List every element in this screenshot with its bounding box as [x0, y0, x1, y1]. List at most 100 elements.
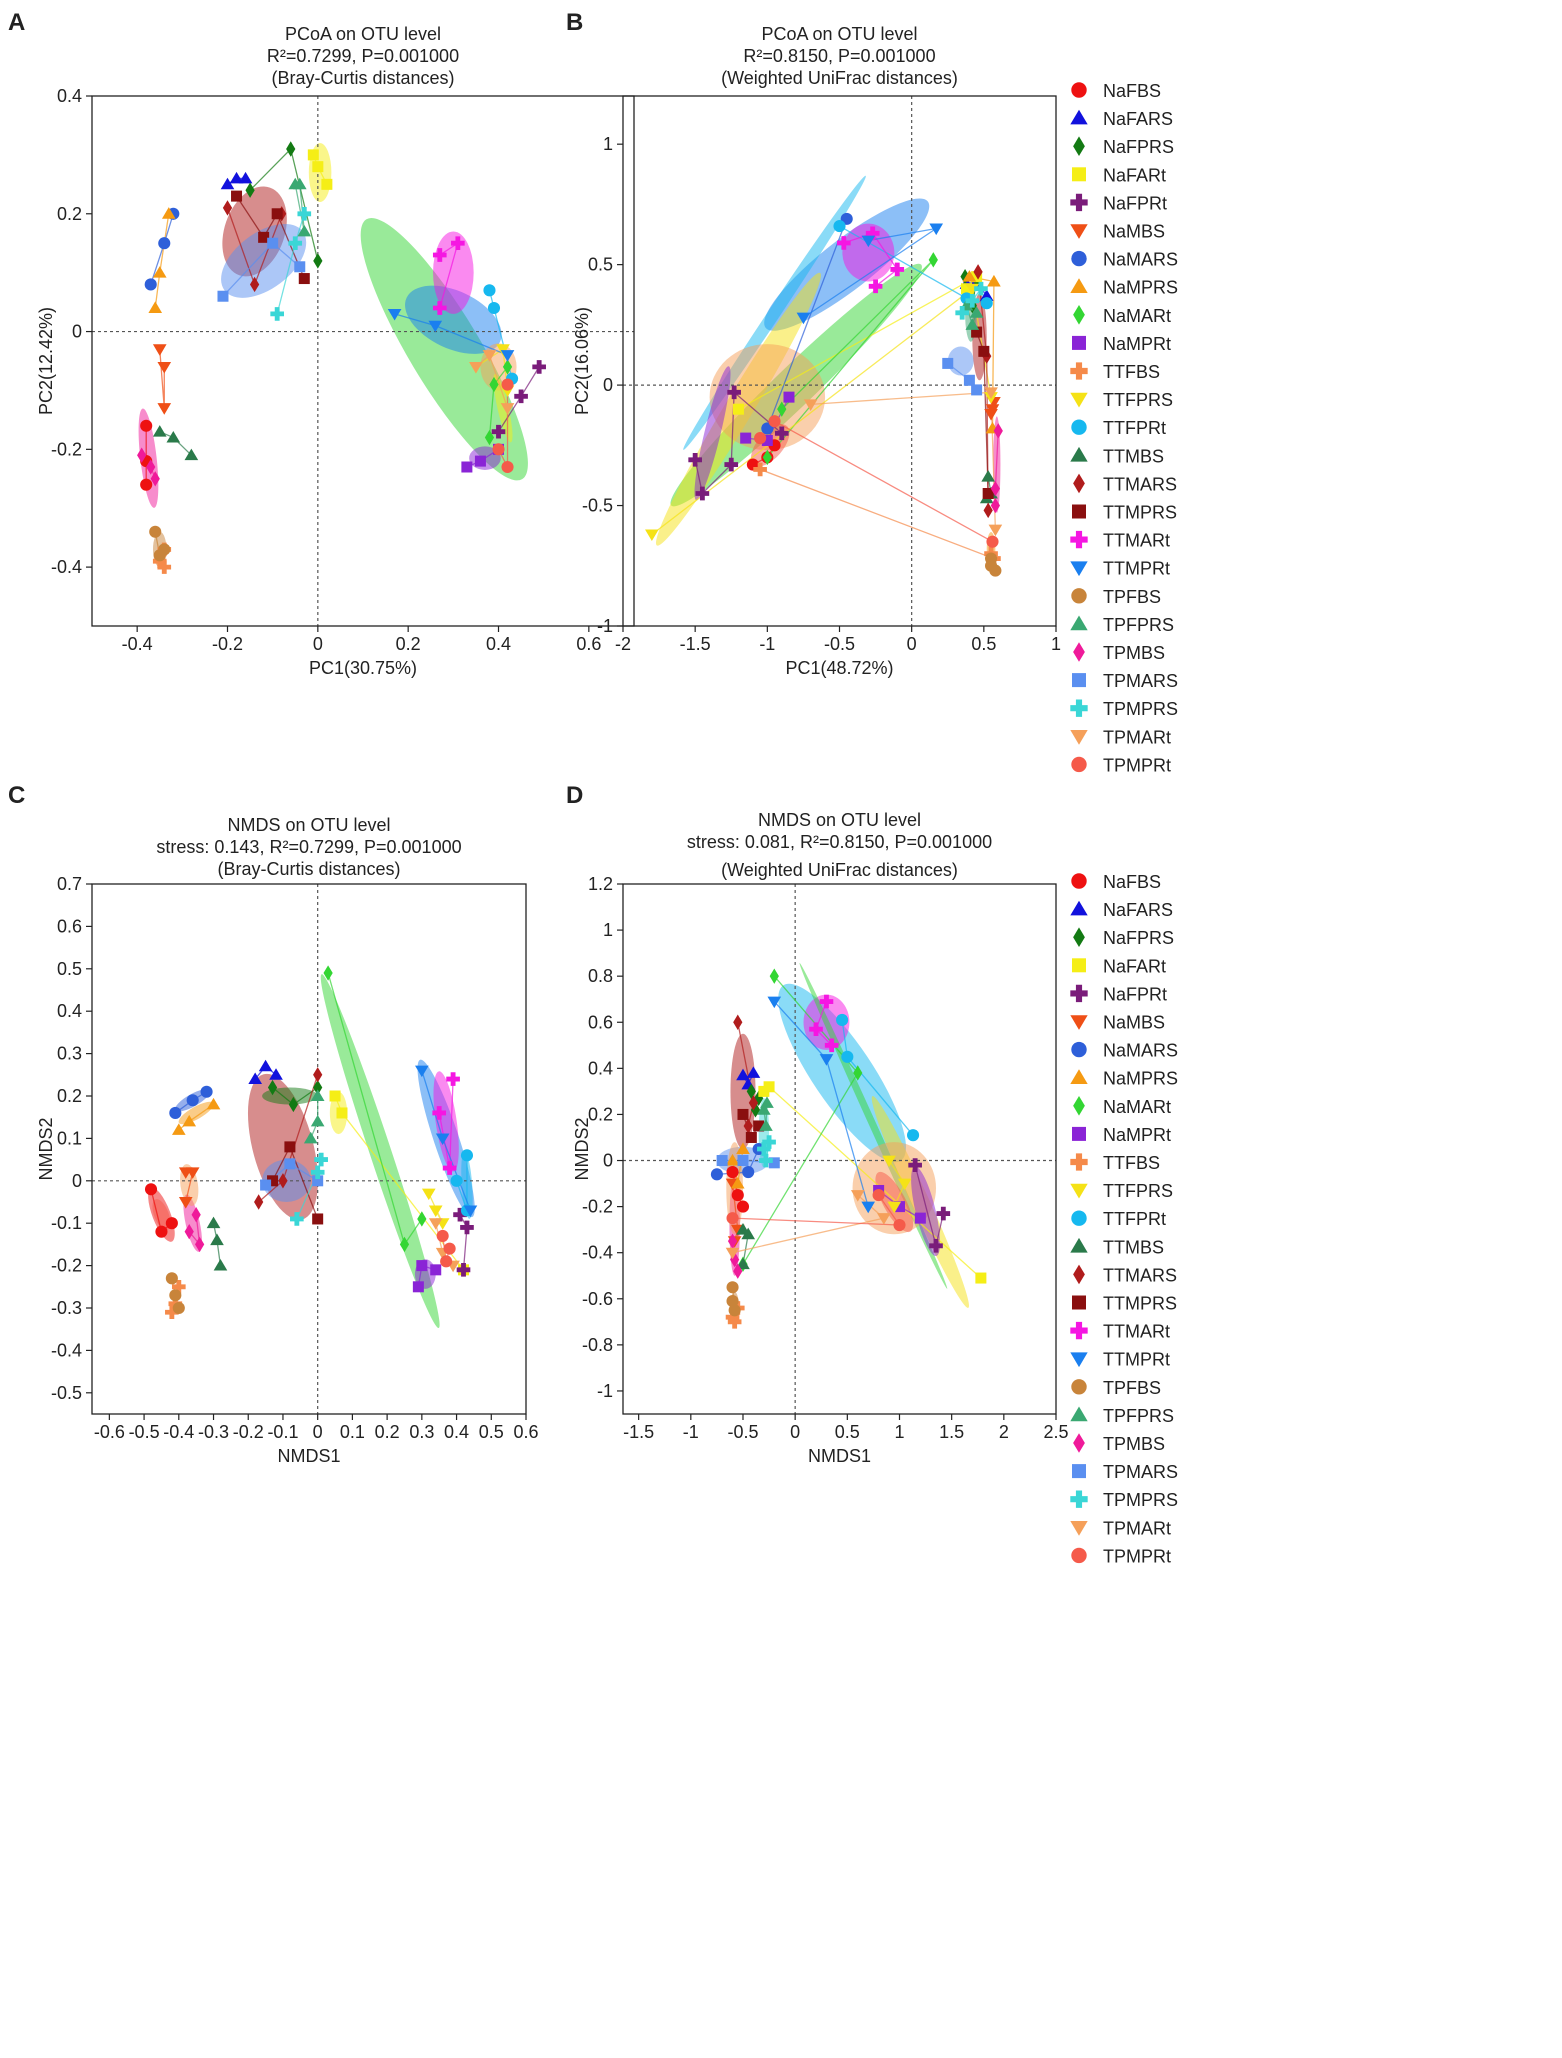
- y-tick-label: -0.2: [582, 1197, 613, 1217]
- legend-label: TPMPRt: [1103, 1546, 1171, 1566]
- x-tick-label: -0.5: [824, 634, 855, 654]
- legend-marker-namart: [1073, 1096, 1085, 1116]
- point-ttfprs: [428, 1205, 443, 1218]
- x-tick-label: -0.4: [122, 634, 153, 654]
- y-tick-label: -0.2: [51, 439, 82, 459]
- legend-item-nafbs: NaFBS: [1071, 81, 1161, 101]
- point-tpmars: [260, 1179, 272, 1191]
- legend-label: TPMARt: [1103, 727, 1171, 747]
- point-tpmprs: [297, 206, 312, 221]
- legend-label: TPMARS: [1103, 1462, 1178, 1482]
- legend-item-namprs: NaMPRS: [1070, 278, 1178, 298]
- legend-marker-nafprt: [1070, 193, 1088, 212]
- legend-item-tpmart: TPMARt: [1070, 727, 1171, 747]
- legend-label: TTFBS: [1103, 1153, 1160, 1173]
- point-tpfprs: [292, 177, 307, 190]
- point-nafars: [220, 177, 235, 190]
- point-ttmprt: [500, 350, 515, 362]
- confidence-ellipse-nafprs: [262, 1087, 318, 1105]
- y-tick-label: 0: [72, 322, 82, 342]
- point-namart: [323, 965, 333, 981]
- x-tick-label: -0.2: [233, 1422, 264, 1442]
- point-ttfprs: [882, 1155, 896, 1168]
- point-tpfprs: [965, 318, 980, 330]
- point-namprs: [152, 266, 167, 278]
- y-tick-label: -0.6: [582, 1289, 613, 1309]
- legend-label: TTMARt: [1103, 531, 1170, 551]
- legend-item-nafars: NaFARS: [1070, 900, 1173, 920]
- x-axis-label: NMDS1: [277, 1446, 340, 1466]
- point-namprs: [962, 270, 977, 282]
- legend-item-nafart: NaFARt: [1072, 165, 1166, 185]
- point-tpfbs: [985, 559, 998, 572]
- point-namprt: [761, 435, 773, 446]
- legend-marker-ttmbs: [1070, 1237, 1088, 1253]
- panel-label: B: [566, 9, 583, 36]
- legend-marker-nafbs: [1071, 873, 1087, 889]
- point-nafars: [258, 1059, 273, 1072]
- x-tick-label: 0: [907, 634, 917, 654]
- legend-item-ttfbs: TTFBS: [1070, 362, 1160, 382]
- legend-marker-ttfprs: [1070, 392, 1088, 408]
- point-tpmprs: [290, 1212, 304, 1226]
- legend-label: NaFPRS: [1103, 137, 1174, 157]
- point-nambs: [152, 344, 167, 356]
- group-line-ttmprs: [235, 195, 305, 279]
- point-namars: [144, 278, 157, 291]
- point-ttmart: [809, 1022, 823, 1036]
- confidence-ellipse-ttmprt: [405, 285, 502, 354]
- legend-label: TTFPRS: [1103, 390, 1173, 410]
- point-ttfprt: [836, 1013, 849, 1027]
- point-tpmprt: [501, 460, 514, 474]
- legend-marker-ttfprt: [1071, 419, 1087, 435]
- confidence-ellipse-namart: [360, 218, 528, 481]
- point-tpmbs: [990, 480, 1000, 497]
- point-namprs: [206, 1097, 221, 1110]
- point-ttmars: [278, 1173, 288, 1189]
- point-tpmbs: [730, 1251, 740, 1268]
- point-nafprt: [936, 1206, 951, 1221]
- point-tpmbs: [191, 1207, 201, 1223]
- legend-marker-nafart: [1072, 167, 1086, 182]
- point-nambs: [157, 361, 172, 374]
- legend-marker-tpmars: [1072, 673, 1086, 688]
- point-nafart: [321, 178, 333, 190]
- legend-label: NaFARt: [1103, 956, 1166, 976]
- point-tpmprs: [974, 281, 988, 296]
- point-nafprt: [456, 1263, 471, 1277]
- point-tpmars: [267, 237, 279, 249]
- y-tick-label: 0.3: [57, 1044, 82, 1064]
- legend-label: TTFPRt: [1103, 418, 1166, 438]
- point-ttfbs: [753, 462, 767, 477]
- x-tick-label: -0.2: [212, 634, 243, 654]
- y-tick-label: 0.5: [57, 959, 82, 979]
- point-ttmprt: [435, 1133, 450, 1145]
- plot-area: [92, 884, 526, 1414]
- x-axis-label: PC1(30.75%): [309, 658, 417, 678]
- legend-item-ttfprt: TTFPRt: [1071, 418, 1166, 438]
- point-ttmars: [222, 200, 233, 216]
- legend-marker-namprs: [1070, 1069, 1088, 1084]
- point-nafart: [312, 161, 324, 173]
- legend-item-ttmbs: TTMBS: [1070, 446, 1164, 466]
- group-line-ttfbs: [759, 468, 996, 560]
- point-nafbs: [140, 419, 153, 432]
- point-tpfbs: [172, 1301, 185, 1315]
- point-namart: [853, 1065, 863, 1081]
- legend-label: NaMBS: [1103, 1013, 1165, 1033]
- y-axis-label: NMDS2: [572, 1117, 592, 1180]
- point-ttfprt: [460, 1149, 474, 1162]
- x-tick-label: 0.6: [576, 634, 601, 654]
- legend-marker-tpfprs: [1070, 615, 1088, 631]
- legend-item-nafprt: NaFPRt: [1070, 984, 1167, 1004]
- x-tick-label: 0.5: [971, 634, 996, 654]
- legend-top: NaFBS NaFARS NaFPRS NaFARt NaFPRt NaMBS NaMARS…: [1070, 81, 1178, 775]
- point-ttfprt: [483, 284, 496, 297]
- point-tpmprt: [492, 443, 505, 456]
- point-tpfprs: [297, 224, 312, 237]
- point-nafars: [979, 289, 994, 301]
- point-ttmprs: [267, 1175, 279, 1187]
- y-tick-label: 0: [72, 1171, 82, 1191]
- legend-item-nafars: NaFARS: [1070, 109, 1173, 129]
